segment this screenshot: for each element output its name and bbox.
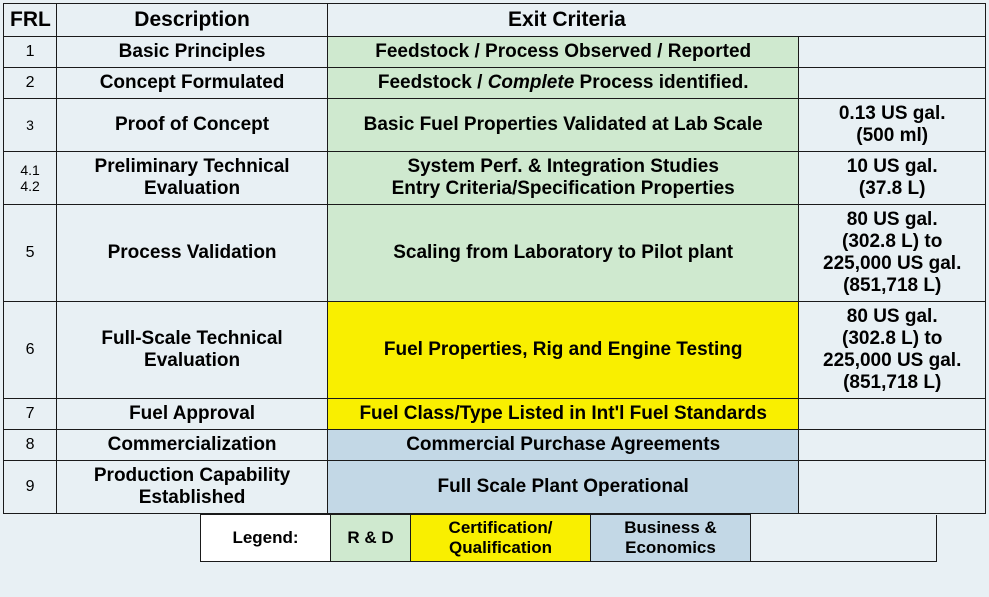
desc-cell: Concept Formulated bbox=[57, 68, 328, 99]
header-row: FRL Description Exit Criteria bbox=[4, 4, 986, 37]
vol-cell bbox=[799, 37, 986, 68]
exit-cell: System Perf. & Integration StudiesEntry … bbox=[327, 152, 798, 205]
header-frl: FRL bbox=[4, 4, 57, 37]
table-row: 1Basic PrinciplesFeedstock / Process Obs… bbox=[4, 37, 986, 68]
frl-cell: 5 bbox=[4, 205, 57, 302]
exit-cell: Feedstock / Process Observed / Reported bbox=[327, 37, 798, 68]
legend-rd: R & D bbox=[331, 515, 411, 562]
exit-cell: Commercial Purchase Agreements bbox=[327, 430, 798, 461]
header-desc: Description bbox=[57, 4, 328, 37]
desc-cell: Process Validation bbox=[57, 205, 328, 302]
legend-pad bbox=[751, 515, 937, 562]
table-row: 5Process ValidationScaling from Laborato… bbox=[4, 205, 986, 302]
frl-cell: 4.14.2 bbox=[4, 152, 57, 205]
vol-cell: 80 US gal.(302.8 L) to225,000 US gal.(85… bbox=[799, 302, 986, 399]
table-body: 1Basic PrinciplesFeedstock / Process Obs… bbox=[4, 37, 986, 514]
table-row: 9Production CapabilityEstablishedFull Sc… bbox=[4, 461, 986, 514]
desc-cell: Production CapabilityEstablished bbox=[57, 461, 328, 514]
frl-table: FRL Description Exit Criteria 1Basic Pri… bbox=[3, 3, 986, 514]
desc-cell: Full-Scale TechnicalEvaluation bbox=[57, 302, 328, 399]
desc-cell: Basic Principles bbox=[57, 37, 328, 68]
exit-cell: Full Scale Plant Operational bbox=[327, 461, 798, 514]
legend-label: Legend: bbox=[201, 515, 331, 562]
exit-cell: Scaling from Laboratory to Pilot plant bbox=[327, 205, 798, 302]
frl-cell: 2 bbox=[4, 68, 57, 99]
exit-cell: Fuel Class/Type Listed in Int'l Fuel Sta… bbox=[327, 399, 798, 430]
vol-cell bbox=[799, 430, 986, 461]
exit-cell: Fuel Properties, Rig and Engine Testing bbox=[327, 302, 798, 399]
frl-cell: 1 bbox=[4, 37, 57, 68]
exit-cell: Feedstock / Complete Process identified. bbox=[327, 68, 798, 99]
vol-cell bbox=[799, 68, 986, 99]
legend-table: Legend: R & D Certification/Qualificatio… bbox=[200, 514, 937, 562]
header-exit: Exit Criteria bbox=[327, 4, 985, 37]
vol-cell: 80 US gal.(302.8 L) to225,000 US gal.(85… bbox=[799, 205, 986, 302]
exit-cell: Basic Fuel Properties Validated at Lab S… bbox=[327, 99, 798, 152]
legend-biz: Business &Economics bbox=[591, 515, 751, 562]
table-row: 4.14.2Preliminary TechnicalEvaluationSys… bbox=[4, 152, 986, 205]
table-row: 2Concept FormulatedFeedstock / Complete … bbox=[4, 68, 986, 99]
table-row: 7Fuel ApprovalFuel Class/Type Listed in … bbox=[4, 399, 986, 430]
legend-row: Legend: R & D Certification/Qualificatio… bbox=[201, 515, 937, 562]
table-row: 3Proof of ConceptBasic Fuel Properties V… bbox=[4, 99, 986, 152]
table-row: 8CommercializationCommercial Purchase Ag… bbox=[4, 430, 986, 461]
table-row: 6Full-Scale TechnicalEvaluationFuel Prop… bbox=[4, 302, 986, 399]
desc-cell: Fuel Approval bbox=[57, 399, 328, 430]
desc-cell: Preliminary TechnicalEvaluation bbox=[57, 152, 328, 205]
desc-cell: Commercialization bbox=[57, 430, 328, 461]
frl-cell: 6 bbox=[4, 302, 57, 399]
desc-cell: Proof of Concept bbox=[57, 99, 328, 152]
frl-cell: 8 bbox=[4, 430, 57, 461]
vol-cell bbox=[799, 461, 986, 514]
legend-cert: Certification/Qualification bbox=[411, 515, 591, 562]
frl-cell: 3 bbox=[4, 99, 57, 152]
vol-cell bbox=[799, 399, 986, 430]
frl-cell: 7 bbox=[4, 399, 57, 430]
vol-cell: 0.13 US gal.(500 ml) bbox=[799, 99, 986, 152]
vol-cell: 10 US gal.(37.8 L) bbox=[799, 152, 986, 205]
frl-cell: 9 bbox=[4, 461, 57, 514]
